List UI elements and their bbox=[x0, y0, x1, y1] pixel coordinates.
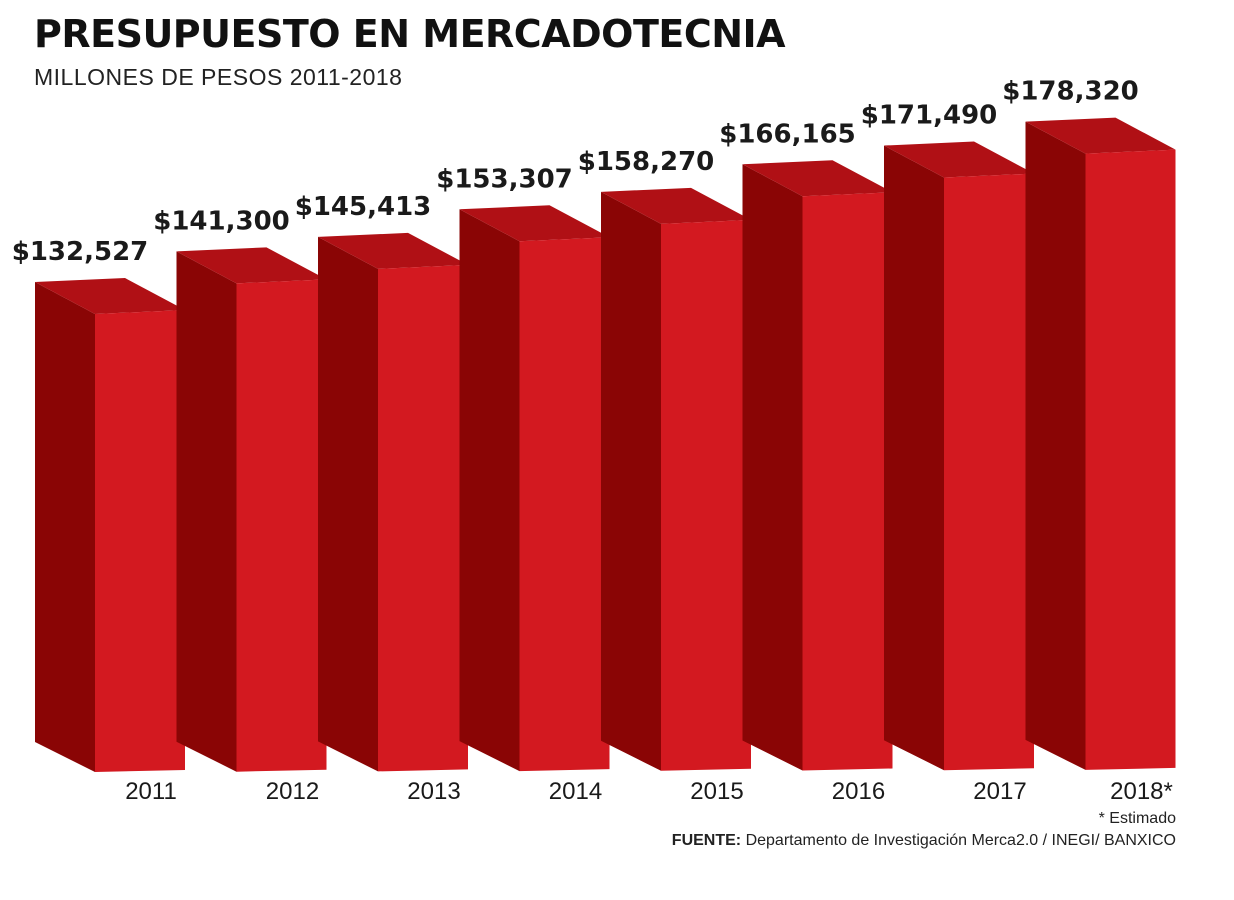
bar-top-face bbox=[459, 205, 610, 242]
x-tick-label: 2014 bbox=[549, 778, 602, 805]
bar-top-face bbox=[35, 278, 185, 314]
bar bbox=[944, 173, 1034, 771]
data-label: $145,413 bbox=[295, 192, 432, 222]
bar bbox=[95, 310, 185, 772]
bar-top-face bbox=[1025, 117, 1176, 154]
bar-top-face bbox=[318, 232, 468, 269]
bar-top-face bbox=[601, 187, 751, 224]
bar bbox=[661, 219, 751, 771]
chart-subtitle: MILLONES DE PESOS 2011-2018 bbox=[34, 64, 403, 90]
x-tick-label: 2012 bbox=[266, 778, 319, 805]
x-tick-label: 2017 bbox=[973, 778, 1026, 805]
bar-side-face bbox=[1025, 121, 1086, 770]
data-label: $178,320 bbox=[1002, 77, 1139, 107]
bar-top-face bbox=[176, 247, 327, 284]
bar-top-face bbox=[884, 141, 1034, 178]
bar-side-face bbox=[35, 282, 95, 772]
bar-side-face bbox=[742, 164, 803, 771]
bar bbox=[1085, 149, 1176, 770]
bar-side-face bbox=[884, 145, 944, 771]
bar bbox=[378, 264, 468, 772]
bar-side-face bbox=[601, 191, 661, 771]
x-tick-label: 2018* bbox=[1110, 778, 1173, 805]
bar-side-face bbox=[459, 209, 520, 772]
x-tick-label: 2011 bbox=[125, 778, 177, 805]
x-tick-label: 2015 bbox=[690, 778, 743, 805]
x-tick-label: 2013 bbox=[407, 778, 460, 805]
data-label: $158,270 bbox=[578, 147, 715, 177]
bar bbox=[802, 192, 893, 771]
bar bbox=[236, 279, 327, 772]
source-label: FUENTE: bbox=[671, 832, 742, 849]
bar-top-face bbox=[742, 160, 893, 197]
data-label: $153,307 bbox=[436, 164, 573, 194]
data-label: $141,300 bbox=[153, 206, 290, 236]
source-credit: FUENTE: Departamento de Investigación Me… bbox=[672, 832, 1176, 850]
bar-side-face bbox=[318, 236, 378, 772]
data-label: $132,527 bbox=[12, 237, 149, 267]
bar bbox=[519, 237, 610, 772]
data-label: $166,165 bbox=[719, 119, 856, 149]
data-label: $171,490 bbox=[861, 101, 998, 131]
estimate-note: * Estimado bbox=[1098, 810, 1176, 827]
chart-title: PRESUPUESTO EN MERCADOTECNIA bbox=[34, 12, 786, 56]
source-text: Departamento de Investigación Merca2.0 /… bbox=[745, 832, 1176, 849]
x-tick-label: 2016 bbox=[832, 778, 885, 805]
bar-side-face bbox=[176, 251, 237, 772]
